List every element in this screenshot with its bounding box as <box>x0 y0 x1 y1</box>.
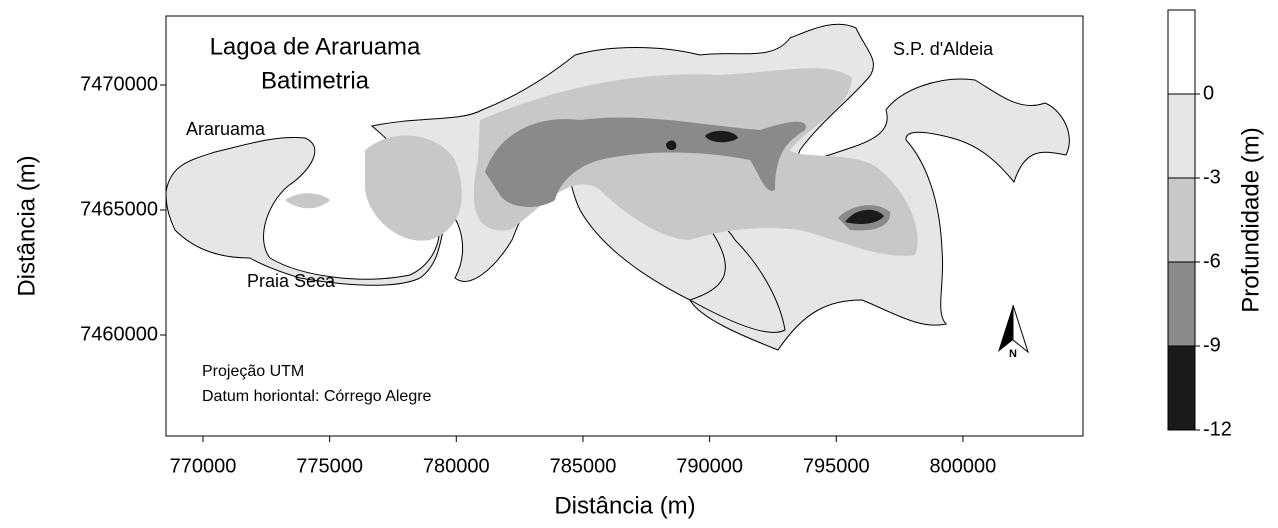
colorbar-band <box>1168 346 1195 430</box>
colorbar-band <box>1168 178 1195 262</box>
colorbar-tick-label: -12 <box>1203 418 1232 440</box>
x-tick-label: 800000 <box>930 455 997 477</box>
map-figure: Lagoa de Araruama Batimetria Araruama Pr… <box>0 0 1278 523</box>
x-tick-label: 775000 <box>296 455 363 477</box>
x-tick-label: 790000 <box>676 455 743 477</box>
colorbar-tick-label: -9 <box>1203 334 1221 356</box>
north-label: N <box>1009 348 1017 360</box>
map-note: Projeção UTM <box>202 363 304 380</box>
x-tick-label: 785000 <box>550 455 617 477</box>
y-tick-label: 7460000 <box>80 323 158 345</box>
y-tick-label: 7465000 <box>80 198 158 220</box>
colorbar-band <box>1168 262 1195 346</box>
colorbar-tick-label: 0 <box>1203 82 1214 104</box>
map-subtitle: Batimetria <box>261 67 370 94</box>
y-tick-label: 7470000 <box>80 73 158 95</box>
colorbar-tick-label: -3 <box>1203 166 1221 188</box>
place-label: Araruama <box>186 119 266 139</box>
colorbar-band <box>1168 94 1195 178</box>
place-label: S.P. d'Aldeia <box>893 39 994 59</box>
colorbar-band <box>1168 10 1195 94</box>
x-tick-label: 770000 <box>170 455 237 477</box>
map-note: Datum horiontal: Córrego Alegre <box>202 388 432 405</box>
y-axis-label: Distância (m) <box>13 155 40 296</box>
colorbar-tick-label: -6 <box>1203 250 1221 272</box>
x-tick-label: 780000 <box>423 455 490 477</box>
x-tick-label: 795000 <box>803 455 870 477</box>
map-title: Lagoa de Araruama <box>210 33 421 60</box>
colorbar-label: Profundidade (m) <box>1237 127 1264 312</box>
place-label: Praia Seca <box>247 271 336 291</box>
x-axis-label: Distância (m) <box>554 492 695 519</box>
